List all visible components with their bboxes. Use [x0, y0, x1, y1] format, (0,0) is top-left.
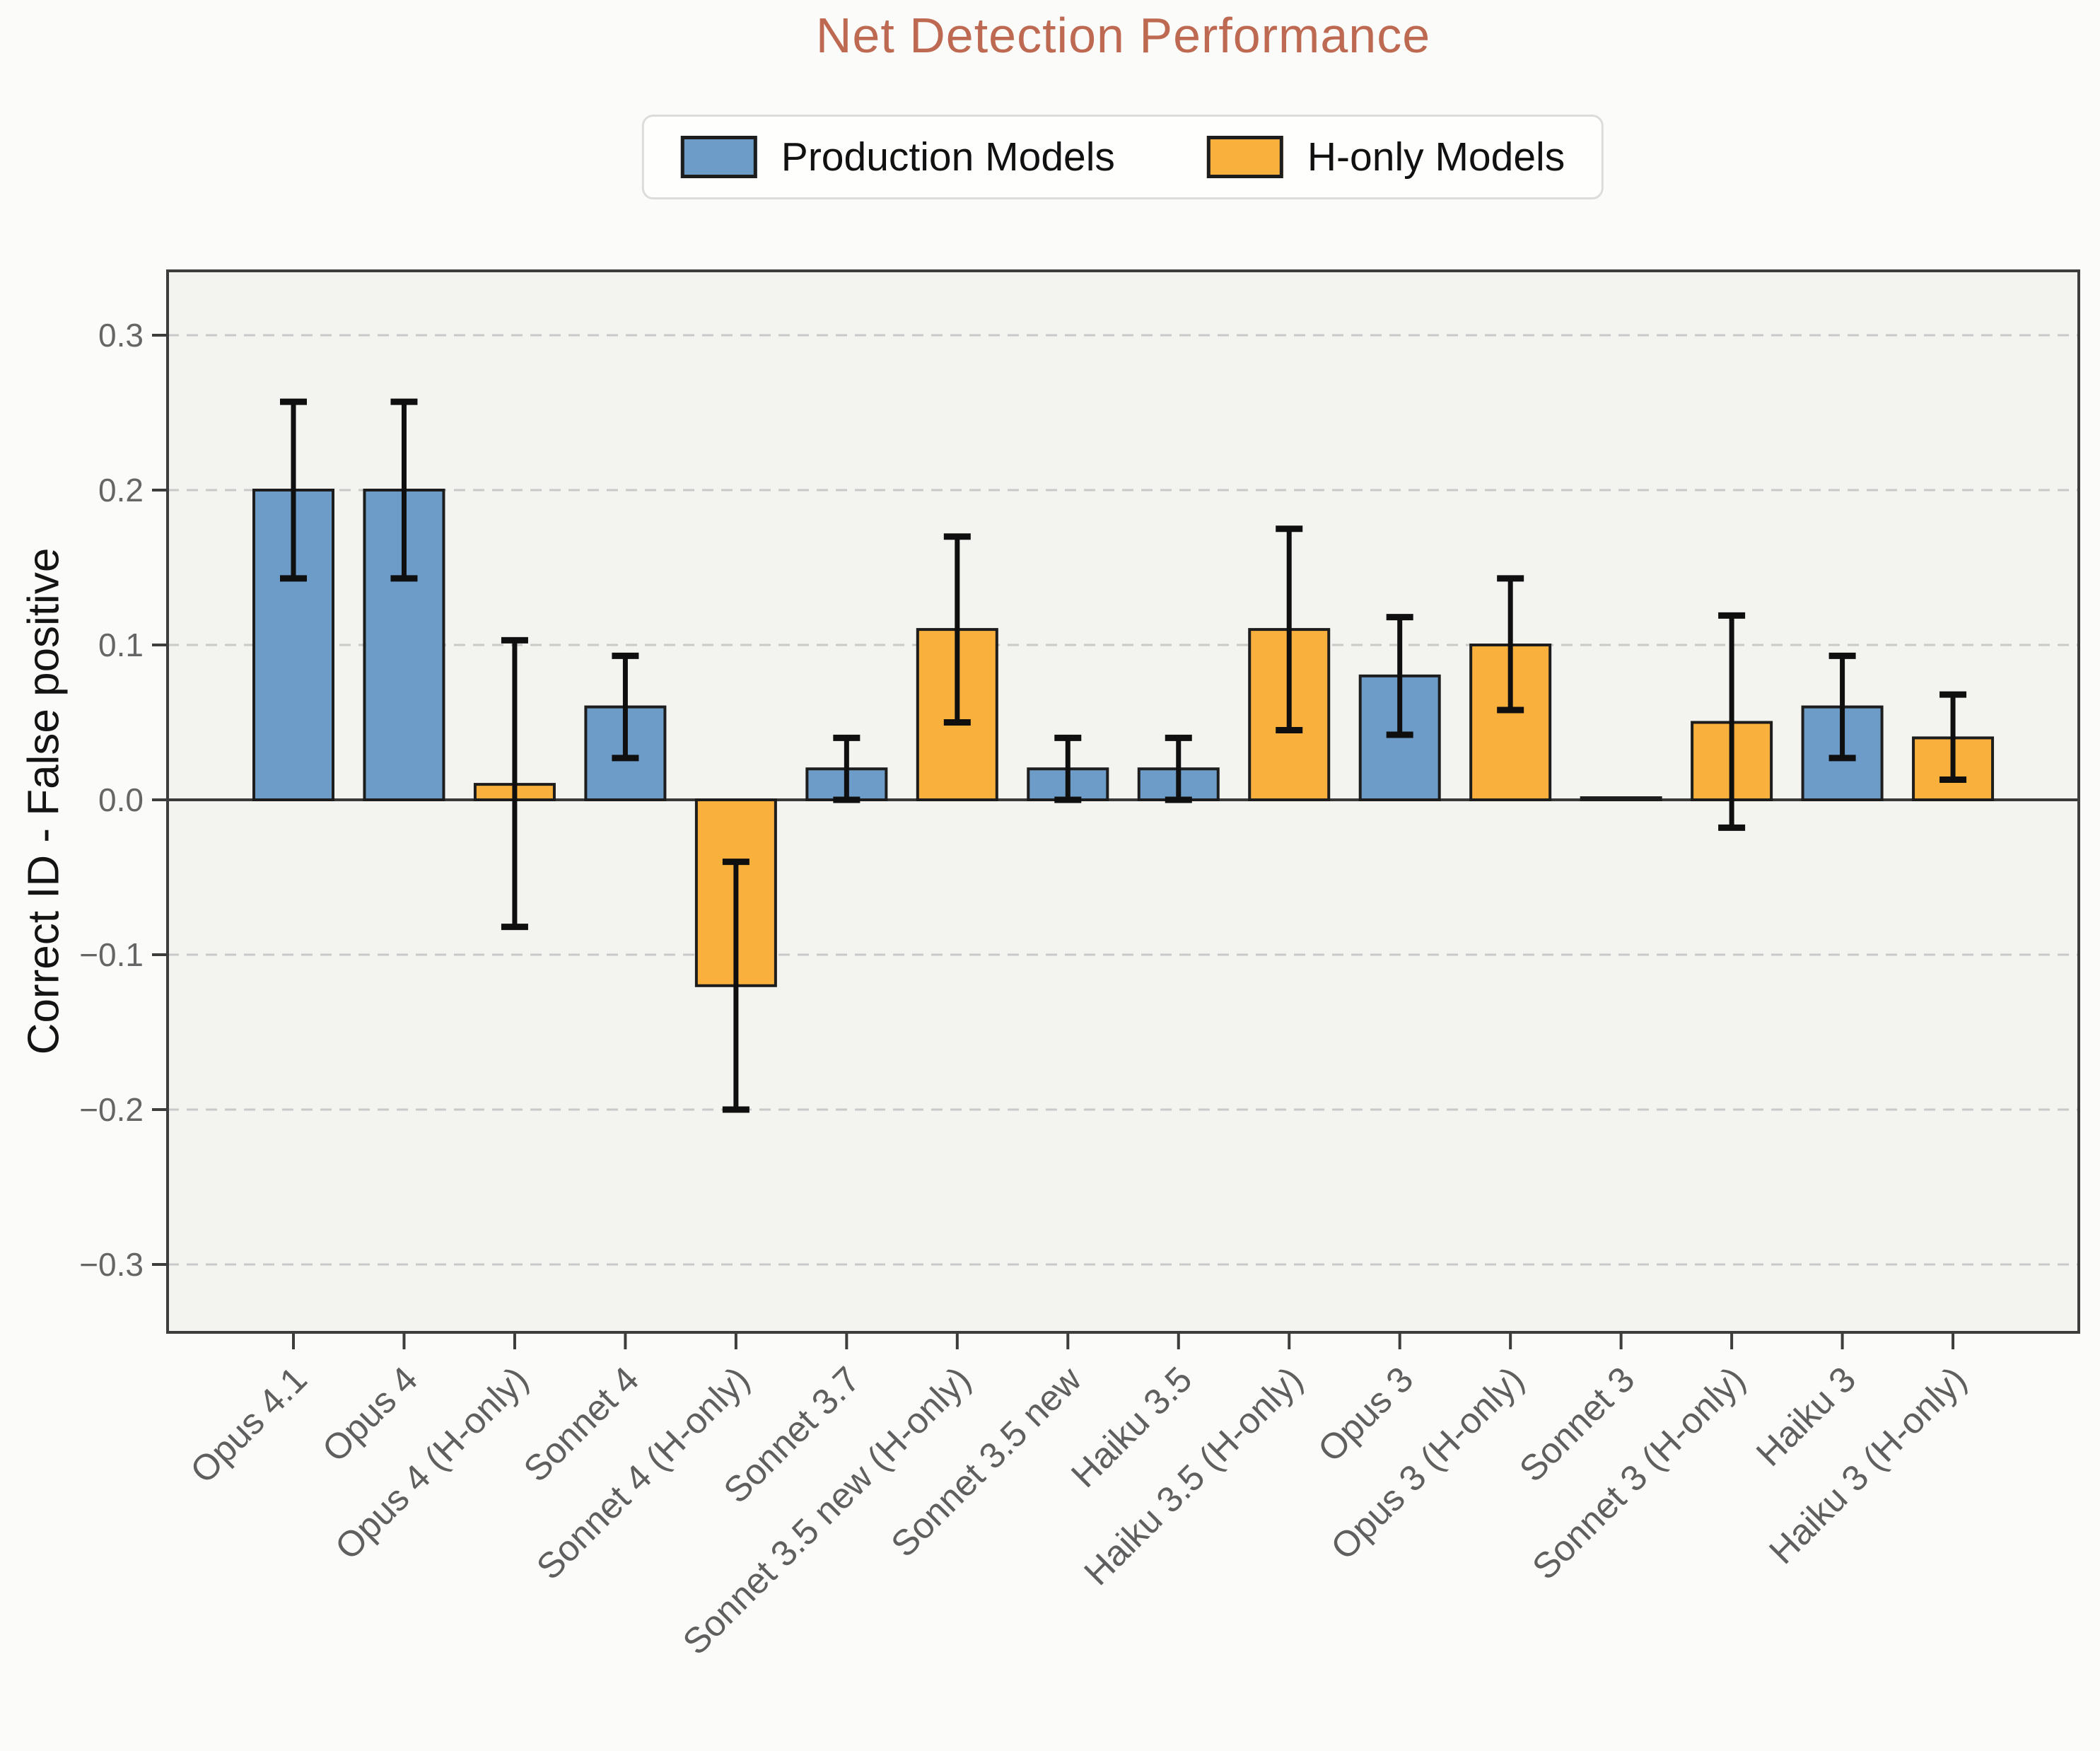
- error-bar-sonnet-4: [612, 652, 639, 762]
- error-bar-opus-3-h-only: [1497, 575, 1524, 714]
- legend-swatch-production-models: [680, 136, 757, 178]
- error-bar-opus-4-1: [280, 398, 307, 582]
- x-tick-label-sonnet-3-h-only: Sonnet 3 (H-only): [1524, 1359, 1753, 1587]
- legend-label-production-models: Production Models: [781, 134, 1115, 180]
- error-bar-haiku-3-5-h-only: [1276, 525, 1303, 733]
- x-tick-label-opus-3-h-only: Opus 3 (H-only): [1323, 1359, 1532, 1567]
- legend-item-production: Production Models: [680, 134, 1115, 180]
- bar-sonnet-3: [1580, 796, 1662, 801]
- y-tick-label: 0.1: [98, 627, 144, 663]
- legend-label-h-only-models: H-only Models: [1307, 134, 1565, 180]
- plot-area: [168, 271, 2079, 1332]
- y-tick-label: −0.2: [79, 1091, 144, 1128]
- error-bar-haiku-3-5: [1165, 734, 1192, 803]
- legend-swatch-h-only-models: [1206, 136, 1283, 178]
- error-bar-opus-4-h-only: [501, 636, 528, 931]
- x-tick-label-sonnet-3-5-new: Sonnet 3.5 new: [883, 1359, 1089, 1564]
- y-tick-label: 0.3: [98, 317, 144, 354]
- error-bar-sonnet-3-5-new: [1054, 734, 1082, 803]
- x-tick-label-sonnet-4-h-only: Sonnet 4 (H-only): [529, 1359, 757, 1587]
- y-tick-label: 0.0: [98, 781, 144, 818]
- x-tick-label-haiku-3: Haiku 3: [1749, 1359, 1864, 1474]
- x-tick-label-haiku-3-h-only: Haiku 3 (H-only): [1761, 1359, 1974, 1571]
- error-bar-sonnet-3-h-only: [1718, 612, 1746, 831]
- error-bar-haiku-3: [1828, 652, 1856, 762]
- x-tick-label-opus-4-1: Opus 4.1: [182, 1359, 315, 1491]
- legend-item-h-only: H-only Models: [1206, 134, 1565, 180]
- x-tick-label-opus-4-h-only: Opus 4 (H-only): [327, 1359, 536, 1567]
- error-bar-sonnet-3-7: [833, 734, 861, 803]
- x-tick-label-opus-3: Opus 3: [1310, 1359, 1421, 1470]
- error-bar-sonnet-3-5-new-h-only: [943, 533, 971, 726]
- error-bar-opus-3: [1386, 614, 1413, 738]
- y-tick-label: −0.3: [79, 1246, 144, 1283]
- error-bar-haiku-3-h-only: [1939, 691, 1967, 784]
- legend: Production Models H-only Models: [641, 115, 1604, 199]
- x-tick-label-haiku-3-5-h-only: Haiku 3.5 (H-only): [1076, 1359, 1310, 1593]
- axes-frame: [166, 269, 2080, 1334]
- y-tick-label: 0.2: [98, 472, 144, 508]
- error-bar-sonnet-4-h-only: [722, 859, 749, 1113]
- y-tick-label: −0.1: [79, 936, 144, 973]
- x-tick-label-opus-4: Opus 4: [315, 1359, 426, 1470]
- error-bar-opus-4: [390, 398, 418, 582]
- chart-title: Net Detection Performance: [815, 8, 1431, 63]
